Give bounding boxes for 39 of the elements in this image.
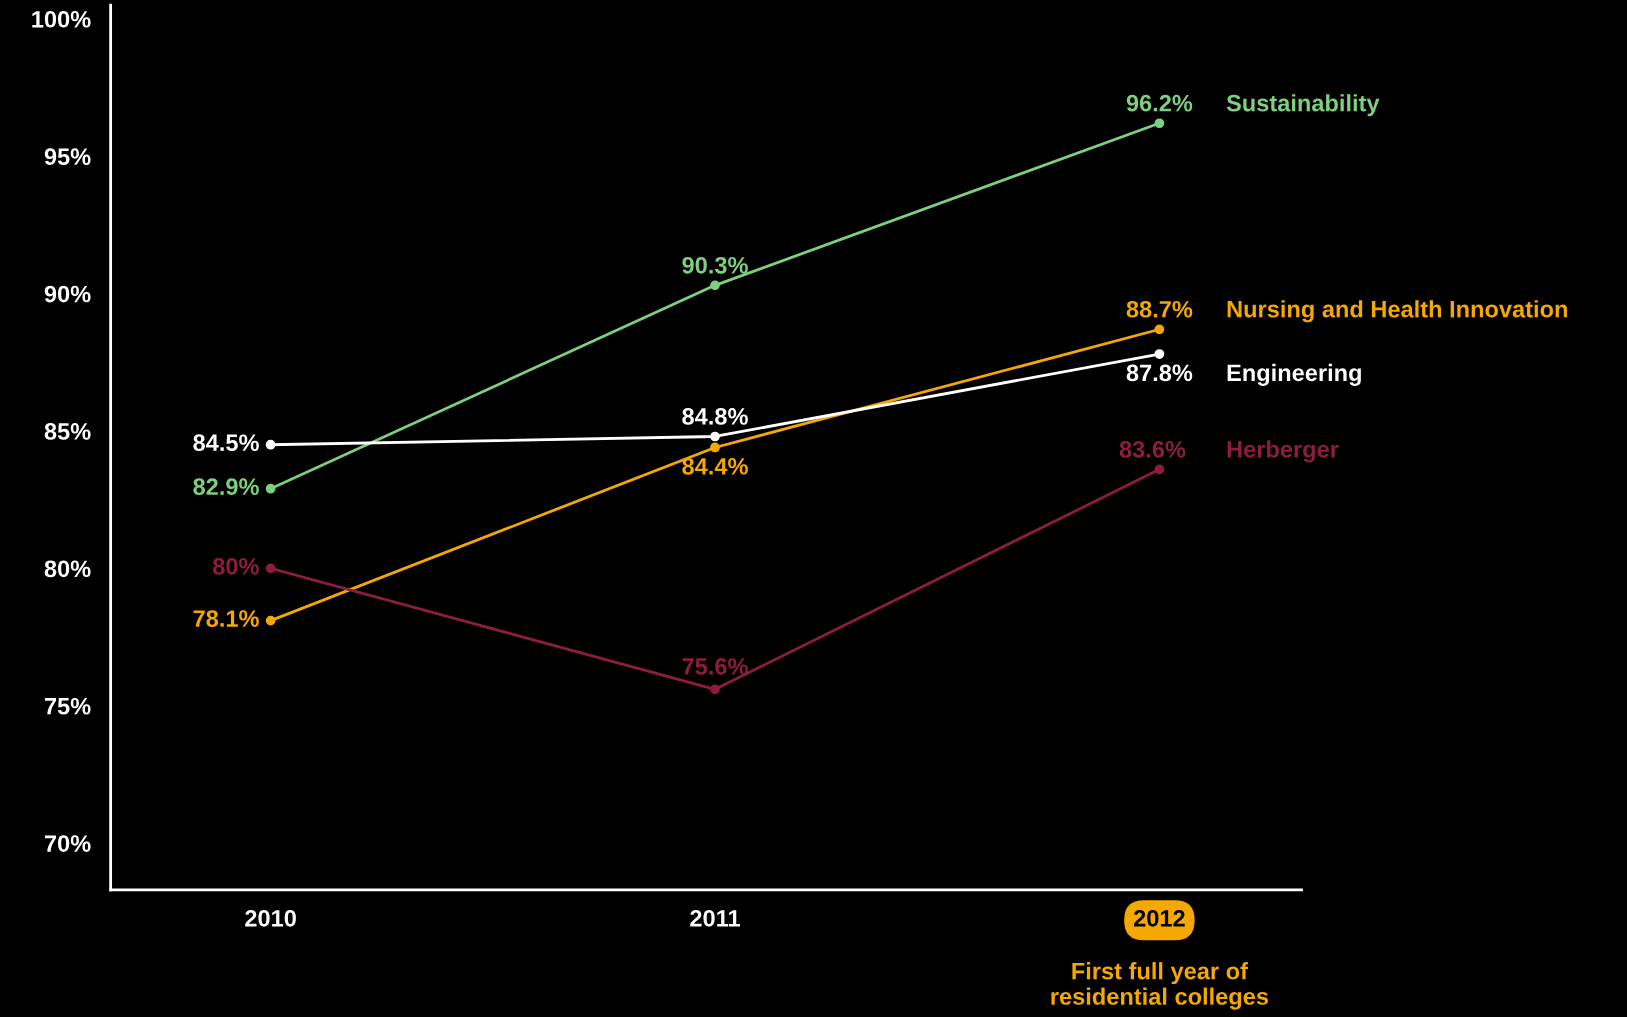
point xyxy=(1154,464,1165,475)
point xyxy=(1154,118,1165,129)
point xyxy=(265,439,276,450)
text: 83.6% xyxy=(1119,441,1186,458)
y-tick-label: 85% xyxy=(44,423,91,440)
point xyxy=(265,483,276,494)
y-tick-label: 100% xyxy=(32,10,91,28)
text: 84.8% xyxy=(682,408,748,425)
text: 75.6% xyxy=(682,658,748,675)
x-tick-label: 2010 xyxy=(245,909,296,927)
text: 84.4% xyxy=(682,457,748,475)
text: First full year of residential colleges xyxy=(1051,962,1269,1010)
text: 90.3% xyxy=(682,256,748,274)
text: 87.8% xyxy=(1126,364,1193,382)
x-tick-label: 2011 xyxy=(690,909,740,927)
point xyxy=(710,280,720,291)
point xyxy=(710,684,720,695)
y-tick-label: 80% xyxy=(44,560,91,578)
point xyxy=(265,563,276,574)
y-tick-label: 70% xyxy=(44,835,91,852)
text: 80% xyxy=(213,558,259,575)
y-tick-label: 95% xyxy=(44,148,91,165)
point xyxy=(710,431,720,442)
point xyxy=(265,615,276,626)
text: 78.1% xyxy=(193,610,259,627)
text: Herberger xyxy=(1227,440,1339,463)
y-tick-label: 90% xyxy=(44,285,91,303)
x-tick-label: 2012 xyxy=(1133,909,1185,927)
text: Engineering xyxy=(1227,363,1361,386)
text: 96.2% xyxy=(1126,94,1193,112)
point xyxy=(1154,324,1165,335)
text: Nursing and Health Innovation xyxy=(1227,300,1567,323)
text: 84.5% xyxy=(193,434,259,452)
text: Sustainability xyxy=(1226,94,1380,117)
y-tick-label: 75% xyxy=(44,697,91,715)
text: 88.7% xyxy=(1126,300,1193,318)
text: 82.9% xyxy=(193,478,259,496)
point xyxy=(710,442,720,453)
point xyxy=(1154,349,1165,359)
